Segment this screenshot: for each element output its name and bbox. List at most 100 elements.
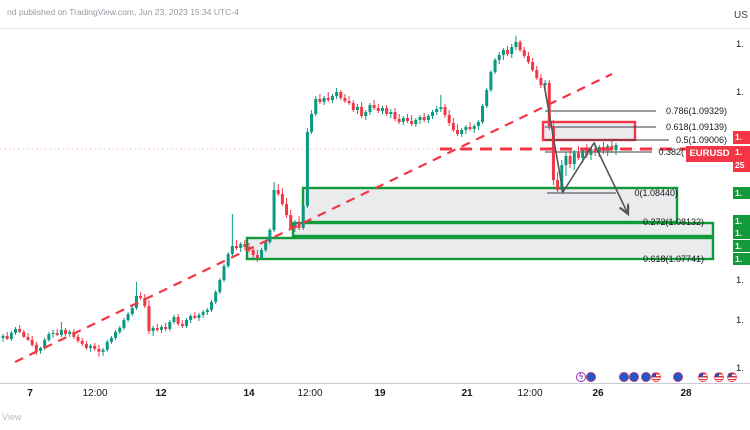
- top-right-clipped-text: US: [734, 10, 748, 21]
- candle-body: [551, 126, 555, 181]
- candle-body: [510, 47, 514, 54]
- candle-body: [59, 329, 63, 335]
- economic-event-eu-icon[interactable]: [641, 372, 651, 382]
- candle-body: [422, 117, 426, 121]
- candle-body: [489, 71, 493, 90]
- candle-body: [468, 127, 472, 130]
- price-axis-badge-green: 1.: [733, 253, 750, 265]
- candle-body: [581, 150, 585, 158]
- candle-body: [243, 244, 247, 248]
- candle-body: [531, 62, 535, 71]
- candle-body: [147, 306, 151, 331]
- candle-body: [522, 50, 526, 56]
- candle-body: [114, 331, 118, 338]
- candle-body: [414, 120, 418, 125]
- demand-zone-box-3[interactable]: [245, 236, 715, 261]
- candle-body: [201, 312, 205, 315]
- candle-body: [576, 153, 580, 158]
- candle-body: [222, 266, 226, 281]
- candle-body: [280, 194, 284, 204]
- price-axis-label: 1.: [736, 363, 744, 374]
- candle-body: [564, 156, 568, 166]
- time-axis-label: 12:00: [82, 388, 108, 399]
- economic-event-eu-icon[interactable]: [586, 372, 596, 382]
- candle-body: [393, 112, 397, 119]
- candle-body: [556, 180, 560, 190]
- economic-event-flash-icon[interactable]: ϟ: [576, 372, 586, 382]
- candle-body: [364, 112, 368, 116]
- projection-arrow[interactable]: [543, 83, 628, 214]
- candle-body: [260, 250, 264, 259]
- attribution-text: nd published on TradingView.com, Jun 23,…: [7, 7, 239, 17]
- trendline-0[interactable]: [14, 73, 613, 363]
- candle-body: [501, 50, 505, 55]
- candle-body: [297, 221, 301, 228]
- candle-body: [410, 121, 414, 125]
- price-axis-badge-green: 1.: [733, 187, 750, 199]
- economic-event-us-icon[interactable]: [698, 372, 708, 382]
- candle-body: [360, 106, 364, 116]
- time-axis-line: [0, 383, 750, 384]
- candle-body: [397, 118, 401, 122]
- candle-body: [122, 320, 126, 328]
- time-axis-label: 7: [27, 388, 33, 399]
- candle-body: [5, 335, 9, 339]
- candle-body: [514, 41, 518, 48]
- candle-body: [543, 83, 547, 86]
- sell-zone-box[interactable]: [541, 120, 637, 142]
- candle-body: [518, 41, 522, 51]
- fib-label-0.618: 0.618(1.09139): [665, 122, 727, 132]
- candle-body: [460, 130, 464, 134]
- candle-body: [168, 321, 172, 329]
- candle-body: [230, 245, 234, 254]
- economic-event-us-icon[interactable]: [714, 372, 724, 382]
- candle-body: [34, 344, 38, 351]
- candle-body: [585, 150, 589, 155]
- candle-body: [105, 341, 109, 350]
- fib-label-0.5: 0.5(1.09006): [675, 135, 727, 145]
- candle-body: [376, 107, 380, 111]
- candle-body: [9, 332, 13, 339]
- demand-zone-box-1[interactable]: [301, 186, 679, 224]
- candle-body: [235, 245, 239, 248]
- demand-zone-box-2[interactable]: [291, 221, 715, 238]
- candle-body: [109, 337, 113, 342]
- candle-body: [289, 215, 293, 228]
- candle-body: [26, 336, 30, 340]
- candle-body: [126, 314, 130, 321]
- time-axis-label: 12:00: [297, 388, 323, 399]
- candle-body: [301, 205, 305, 228]
- candle-body: [535, 70, 539, 78]
- economic-event-eu-icon[interactable]: [619, 372, 629, 382]
- candle-body: [497, 54, 501, 60]
- candle-body: [164, 326, 168, 329]
- candle-body: [435, 109, 439, 113]
- candle-body: [368, 104, 372, 113]
- fib-label-0.618: 0.618(1.07741): [642, 254, 704, 264]
- candle-body: [205, 309, 209, 313]
- candle-body: [526, 55, 530, 63]
- candle-body: [80, 340, 84, 344]
- price-axis-label: 1.: [736, 315, 744, 326]
- candle-body: [118, 327, 122, 332]
- candle-body: [443, 106, 447, 116]
- last-price-value: 1.: [735, 147, 743, 157]
- candle-body: [318, 98, 322, 102]
- candle-body: [180, 323, 184, 326]
- candle-body: [30, 339, 34, 345]
- price-axis-label: 1.: [736, 87, 744, 98]
- candle-body: [68, 331, 72, 334]
- candle-body: [285, 203, 289, 216]
- candle-body: [130, 308, 134, 315]
- candle-body: [143, 297, 147, 307]
- economic-event-eu-icon[interactable]: [673, 372, 683, 382]
- candle-body: [43, 339, 47, 348]
- candle-body: [84, 343, 88, 348]
- time-axis-label: 28: [680, 388, 692, 399]
- economic-event-us-icon[interactable]: [727, 372, 737, 382]
- candle-body: [55, 332, 59, 335]
- economic-event-eu-icon[interactable]: [629, 372, 639, 382]
- economic-event-us-icon[interactable]: [651, 372, 661, 382]
